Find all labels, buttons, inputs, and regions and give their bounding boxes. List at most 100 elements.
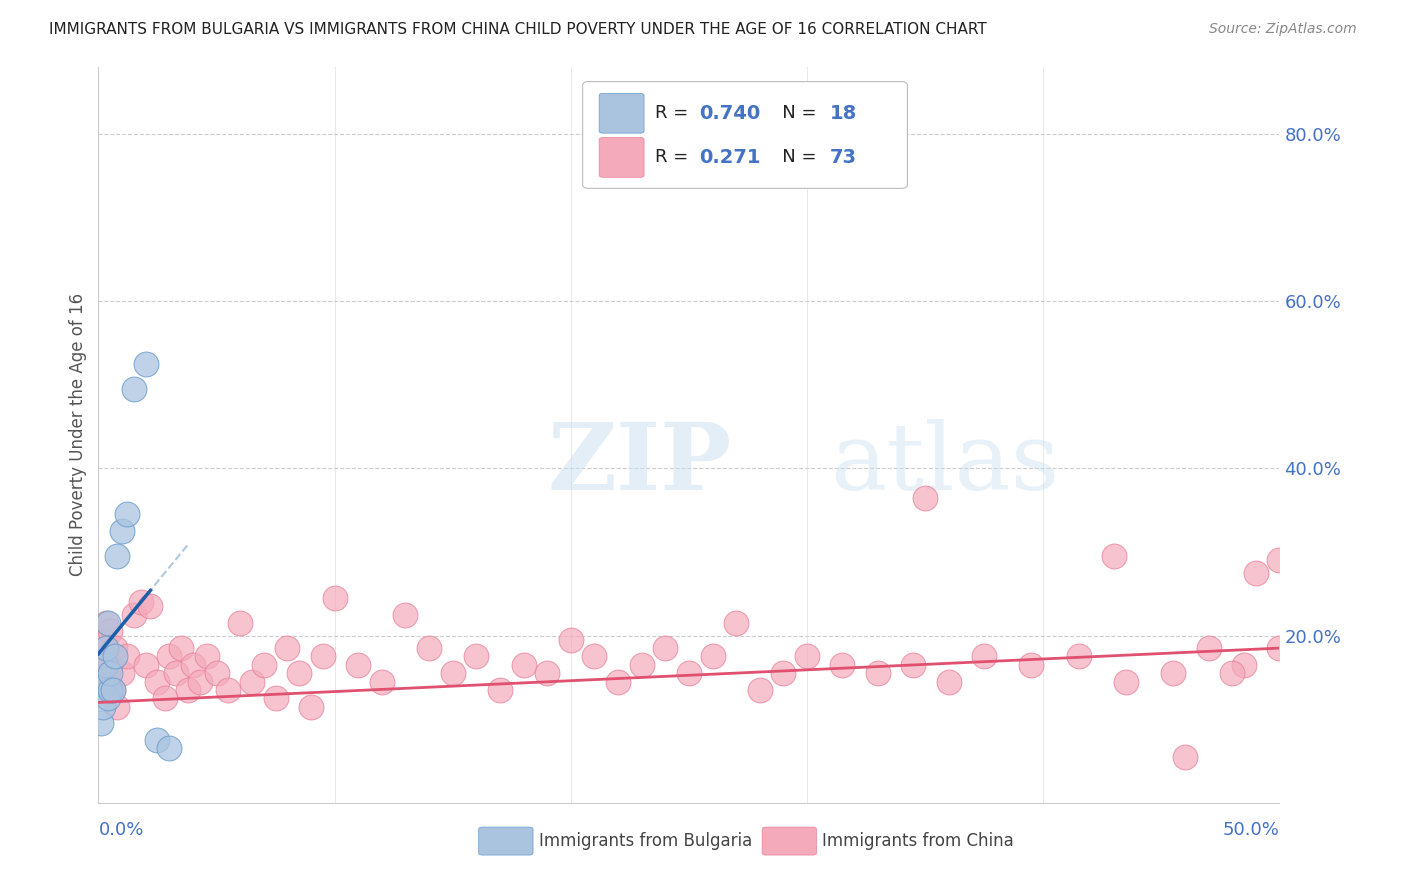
Text: R =: R = xyxy=(655,104,693,122)
Point xyxy=(181,657,204,672)
Point xyxy=(91,699,114,714)
Point xyxy=(111,524,134,538)
Point xyxy=(903,657,925,672)
Text: atlas: atlas xyxy=(831,419,1060,509)
Point xyxy=(748,682,770,697)
Point xyxy=(489,682,512,697)
Text: N =: N = xyxy=(765,104,821,122)
Point xyxy=(240,674,263,689)
Point xyxy=(101,682,124,697)
Point xyxy=(97,666,120,681)
Point xyxy=(94,649,117,664)
Point xyxy=(678,666,700,681)
Point xyxy=(90,716,112,731)
Point xyxy=(157,741,180,756)
Point xyxy=(94,641,117,656)
Point xyxy=(177,682,200,697)
Point xyxy=(146,733,169,747)
Point xyxy=(157,649,180,664)
Point xyxy=(772,666,794,681)
Point xyxy=(560,632,582,647)
Point xyxy=(536,666,558,681)
Point xyxy=(253,657,276,672)
Text: 73: 73 xyxy=(830,148,856,167)
Point xyxy=(111,666,134,681)
Point xyxy=(104,649,127,664)
Point xyxy=(91,679,114,693)
Point xyxy=(725,615,748,630)
Point xyxy=(94,615,117,630)
Point xyxy=(97,691,120,706)
Point xyxy=(129,595,152,609)
Point xyxy=(1174,749,1197,764)
Text: N =: N = xyxy=(765,148,821,167)
FancyBboxPatch shape xyxy=(599,137,644,178)
Point xyxy=(512,657,534,672)
Text: R =: R = xyxy=(655,148,693,167)
Point xyxy=(973,649,995,664)
Text: 0.0%: 0.0% xyxy=(98,822,143,839)
Point xyxy=(188,674,211,689)
Point xyxy=(91,632,114,647)
Point xyxy=(276,641,298,656)
Point xyxy=(139,599,162,614)
Point xyxy=(654,641,676,656)
Point xyxy=(347,657,370,672)
Point xyxy=(98,624,121,639)
Point xyxy=(115,649,138,664)
FancyBboxPatch shape xyxy=(599,94,644,133)
Point xyxy=(135,357,157,371)
Point xyxy=(1198,641,1220,656)
Point xyxy=(153,691,176,706)
Point xyxy=(1102,549,1125,563)
Point xyxy=(1244,566,1267,580)
Text: 0.271: 0.271 xyxy=(700,148,761,167)
Point xyxy=(441,666,464,681)
Point xyxy=(1067,649,1090,664)
Point xyxy=(1115,674,1137,689)
Point xyxy=(98,666,121,681)
Text: 0.740: 0.740 xyxy=(700,103,761,123)
FancyBboxPatch shape xyxy=(582,81,907,188)
Point xyxy=(122,607,145,622)
Point xyxy=(1220,666,1243,681)
Point xyxy=(101,682,124,697)
Point xyxy=(323,591,346,605)
Point xyxy=(146,674,169,689)
Point xyxy=(1268,641,1291,656)
Point xyxy=(702,649,724,664)
Point xyxy=(1268,553,1291,567)
Point xyxy=(205,666,228,681)
Text: Immigrants from China: Immigrants from China xyxy=(823,832,1014,850)
Point xyxy=(104,641,127,656)
FancyBboxPatch shape xyxy=(478,827,533,855)
Point xyxy=(1021,657,1043,672)
Point xyxy=(914,491,936,505)
Point xyxy=(371,674,394,689)
FancyBboxPatch shape xyxy=(762,827,817,855)
Point xyxy=(607,674,630,689)
Text: Source: ZipAtlas.com: Source: ZipAtlas.com xyxy=(1209,22,1357,37)
Text: IMMIGRANTS FROM BULGARIA VS IMMIGRANTS FROM CHINA CHILD POVERTY UNDER THE AGE OF: IMMIGRANTS FROM BULGARIA VS IMMIGRANTS F… xyxy=(49,22,987,37)
Point xyxy=(115,508,138,522)
Point xyxy=(94,657,117,672)
Point xyxy=(1233,657,1256,672)
Point xyxy=(831,657,853,672)
Text: 18: 18 xyxy=(830,103,856,123)
Point xyxy=(229,615,252,630)
Point xyxy=(105,549,128,563)
Point xyxy=(288,666,311,681)
Text: 50.0%: 50.0% xyxy=(1223,822,1279,839)
Text: Immigrants from Bulgaria: Immigrants from Bulgaria xyxy=(538,832,752,850)
Point xyxy=(465,649,488,664)
Point xyxy=(299,699,322,714)
Point xyxy=(217,682,239,697)
Y-axis label: Child Poverty Under the Age of 16: Child Poverty Under the Age of 16 xyxy=(69,293,87,576)
Point xyxy=(97,615,120,630)
Point xyxy=(122,382,145,396)
Point xyxy=(98,682,121,697)
Point xyxy=(135,657,157,672)
Point xyxy=(195,649,218,664)
Point xyxy=(630,657,652,672)
Point xyxy=(938,674,960,689)
